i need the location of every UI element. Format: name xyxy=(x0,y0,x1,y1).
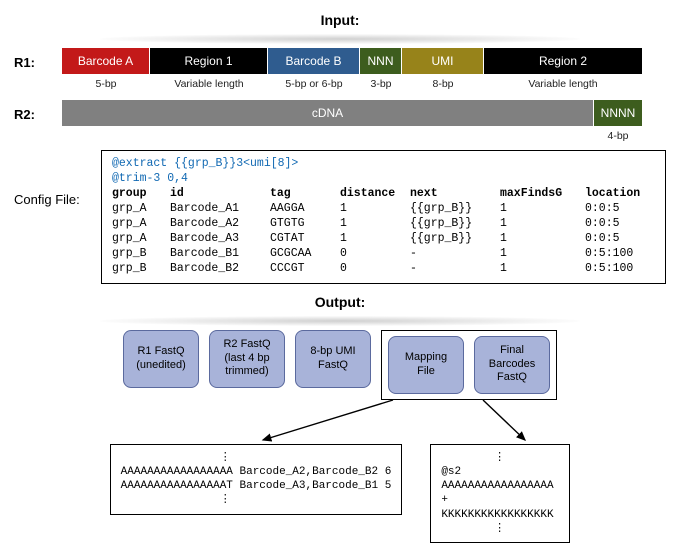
segment: Region 2 xyxy=(484,48,642,74)
output-group-frame: MappingFileFinalBarcodesFastQ xyxy=(381,330,557,400)
config-cell: 0:0:5 xyxy=(585,217,655,232)
bottom-examples: ⋮ AAAAAAAAAAAAAAAAA Barcode_A2,Barcode_B… xyxy=(14,444,666,544)
segment-length: 8-bp xyxy=(402,76,484,90)
arrow-lines xyxy=(125,400,555,444)
config-label: Config File: xyxy=(14,150,101,284)
r2-label: R2: xyxy=(14,100,62,122)
config-cell: 1 xyxy=(340,232,410,247)
config-cell: 1 xyxy=(500,247,585,262)
segment-length: 4-bp xyxy=(594,128,642,142)
config-col-header: distance xyxy=(340,187,410,202)
config-cell: 1 xyxy=(500,232,585,247)
r1-row: R1: Barcode ARegion 1Barcode BNNNUMIRegi… xyxy=(14,48,666,74)
config-cell: grp_A xyxy=(112,232,170,247)
config-cell: 1 xyxy=(500,262,585,277)
config-cell: 0:0:5 xyxy=(585,202,655,217)
segment-length: 3-bp xyxy=(360,76,402,90)
final-fastq-box: ⋮ @s2 AAAAAAAAAAAAAAAAA + KKKKKKKKKKKKKK… xyxy=(430,444,570,544)
config-cell: Barcode_A3 xyxy=(170,232,270,247)
config-cell: GTGTG xyxy=(270,217,340,232)
segment: Barcode B xyxy=(268,48,360,74)
segment-length: 5-bp xyxy=(62,76,150,90)
segment: Barcode A xyxy=(62,48,150,74)
config-col-header: maxFindsG xyxy=(500,187,585,202)
output-box: MappingFile xyxy=(388,336,464,394)
output-title: Output: xyxy=(14,294,666,310)
config-col-header: group xyxy=(112,187,170,202)
r1-label: R1: xyxy=(14,48,62,70)
config-cell: {{grp_B}} xyxy=(410,217,500,232)
segment: NNNN xyxy=(594,100,642,126)
config-cell: GCGCAA xyxy=(270,247,340,262)
config-cell: 0 xyxy=(340,247,410,262)
config-cell: 1 xyxy=(500,202,585,217)
divider xyxy=(100,34,580,44)
config-cell: grp_B xyxy=(112,247,170,262)
output-box: R1 FastQ(unedited) xyxy=(123,330,199,388)
config-cell: grp_A xyxy=(112,217,170,232)
config-cell: Barcode_A2 xyxy=(170,217,270,232)
segment-length: Variable length xyxy=(150,76,268,90)
config-cell: AAGGA xyxy=(270,202,340,217)
segment: Region 1 xyxy=(150,48,268,74)
config-cell: - xyxy=(410,262,500,277)
config-cell: 0:0:5 xyxy=(585,232,655,247)
config-cell: {{grp_B}} xyxy=(410,232,500,247)
config-cell: Barcode_B2 xyxy=(170,262,270,277)
segment-length: Variable length xyxy=(484,76,642,90)
output-box: FinalBarcodesFastQ xyxy=(474,336,550,394)
config-cell: 1 xyxy=(500,217,585,232)
config-cell: 0:5:100 xyxy=(585,262,655,277)
segment: UMI xyxy=(402,48,484,74)
config-cell: {{grp_B}} xyxy=(410,202,500,217)
config-cell: Barcode_B1 xyxy=(170,247,270,262)
output-box: R2 FastQ(last 4 bptrimmed) xyxy=(209,330,285,388)
config-cell: grp_B xyxy=(112,262,170,277)
config-cell: - xyxy=(410,247,500,262)
config-cell: CGTAT xyxy=(270,232,340,247)
config-row: Config File: @extract {{grp_B}}3<umi[8]>… xyxy=(14,150,666,284)
config-box: @extract {{grp_B}}3<umi[8]>@trim-3 0,4gr… xyxy=(101,150,666,284)
config-directive: @extract {{grp_B}}3<umi[8]> xyxy=(112,157,655,172)
config-cell: 0 xyxy=(340,262,410,277)
config-col-header: next xyxy=(410,187,500,202)
config-col-header: tag xyxy=(270,187,340,202)
segment: cDNA xyxy=(62,100,594,126)
config-col-header: id xyxy=(170,187,270,202)
r2-row: R2: cDNANNNN xyxy=(14,100,666,126)
segment-length xyxy=(62,128,594,142)
config-cell: 1 xyxy=(340,202,410,217)
output-box: 8-bp UMIFastQ xyxy=(295,330,371,388)
segment: NNN xyxy=(360,48,402,74)
config-directive: @trim-3 0,4 xyxy=(112,172,655,187)
config-cell: grp_A xyxy=(112,202,170,217)
config-cell: Barcode_A1 xyxy=(170,202,270,217)
divider xyxy=(100,316,580,326)
segment-length: 5-bp or 6-bp xyxy=(268,76,360,90)
config-cell: 0:5:100 xyxy=(585,247,655,262)
config-cell: 1 xyxy=(340,217,410,232)
mapping-file-box: ⋮ AAAAAAAAAAAAAAAAA Barcode_A2,Barcode_B… xyxy=(110,444,403,515)
input-title: Input: xyxy=(14,12,666,28)
config-cell: CCCGT xyxy=(270,262,340,277)
config-col-header: location xyxy=(585,187,655,202)
output-boxes: R1 FastQ(unedited)R2 FastQ(last 4 bptrim… xyxy=(14,330,666,400)
